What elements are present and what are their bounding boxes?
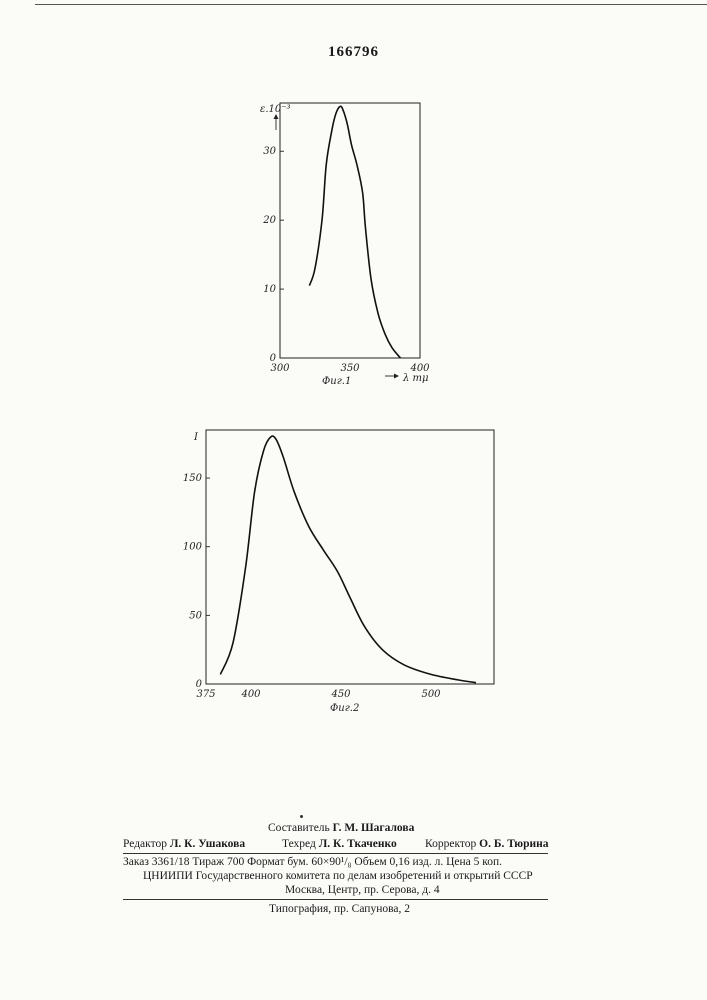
corrector-name: О. Б. Тюрина bbox=[479, 838, 548, 850]
editor-label: Редактор bbox=[123, 838, 167, 850]
compiler-name: Г. М. Шагалова bbox=[333, 822, 415, 834]
order-line: Заказ 3361/18 Тираж 700 Формат бум. 60×9… bbox=[123, 856, 502, 868]
fig2-curve bbox=[220, 436, 476, 683]
techred-label: Техред bbox=[282, 838, 316, 850]
techred-line: Техред Л. К. Ткаченко bbox=[282, 838, 397, 850]
fig2-xtick-label-1: 400 bbox=[240, 689, 261, 700]
address-line: Москва, Центр, пр. Серова, д. 4 bbox=[285, 884, 440, 896]
fig2-caption: Фиг.2 bbox=[330, 703, 359, 714]
corrector-line: Корректор О. Б. Тюрина bbox=[425, 838, 548, 850]
techred-name: Л. К. Ткаченко bbox=[319, 838, 397, 850]
compiler-label: Составитель bbox=[268, 822, 330, 834]
org-line: ЦНИИПИ Государственного комитета по дела… bbox=[143, 870, 533, 882]
compiler-line: Составитель Г. М. Шагалова bbox=[268, 822, 414, 834]
fig2-ytick-label-2: 100 bbox=[183, 542, 203, 553]
fig2-ytick-label-1: 50 bbox=[189, 610, 202, 621]
fig2-xtick-label-3: 500 bbox=[421, 689, 441, 700]
footer-rule-2 bbox=[123, 899, 548, 900]
editor-name: Л. К. Ушакова bbox=[170, 838, 245, 850]
editor-line: Редактор Л. К. Ушакова bbox=[123, 838, 245, 850]
fig2-frame bbox=[206, 430, 494, 684]
footer-rule-1 bbox=[123, 853, 548, 854]
printer-line: Типография, пр. Сапунова, 2 bbox=[269, 903, 410, 915]
stray-dot bbox=[300, 815, 303, 818]
fig2-xtick-label-0: 375 bbox=[196, 689, 215, 700]
corrector-label: Корректор bbox=[425, 838, 476, 850]
fig2-xtick-label-2: 450 bbox=[330, 689, 351, 700]
fig2-ytick-label-3: 150 bbox=[183, 473, 203, 484]
fig2-ylabel: I bbox=[193, 432, 199, 443]
